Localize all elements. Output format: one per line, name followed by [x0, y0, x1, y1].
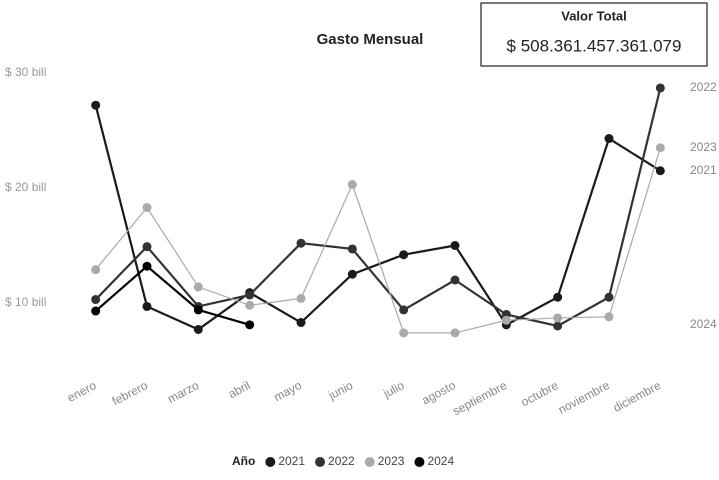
data-point	[604, 134, 614, 144]
data-point	[604, 312, 614, 322]
y-tick-label: $ 30 bill	[5, 65, 46, 79]
data-point	[296, 293, 306, 303]
series-end-label: 2023	[690, 140, 717, 154]
data-point	[347, 269, 357, 279]
data-point	[604, 292, 614, 302]
data-point	[553, 292, 563, 302]
data-point	[245, 290, 255, 300]
legend-title: Año	[232, 454, 255, 468]
data-point	[399, 305, 409, 315]
legend-marker	[364, 457, 375, 467]
data-point	[245, 320, 255, 330]
data-point	[91, 100, 101, 110]
x-tick-label: enero	[65, 378, 99, 405]
data-point	[553, 321, 563, 331]
x-tick-label: junio	[325, 378, 355, 403]
data-point	[193, 305, 203, 315]
data-point	[347, 244, 357, 254]
series-line	[94, 104, 661, 331]
kpi-card	[480, 2, 708, 67]
x-tick-label: mayo	[271, 378, 304, 404]
legend-marker	[315, 457, 326, 467]
data-point	[399, 250, 409, 260]
data-point	[142, 261, 152, 271]
x-tick-label: febrero	[110, 378, 150, 408]
data-point	[347, 180, 357, 190]
series-line	[94, 264, 250, 326]
data-point	[655, 166, 665, 176]
x-tick-label: abril	[226, 378, 253, 401]
data-point	[193, 324, 203, 334]
series-end-label: 2022	[690, 80, 717, 94]
data-point	[142, 301, 152, 311]
x-tick-label: julio	[380, 378, 407, 401]
data-point	[450, 328, 460, 338]
data-point	[91, 306, 101, 316]
data-point	[399, 328, 409, 338]
x-tick-label: octubre	[519, 378, 561, 409]
data-point	[91, 295, 101, 305]
data-point	[245, 300, 255, 310]
legend-label: 2022	[328, 454, 355, 468]
x-tick-label: septiembre	[450, 378, 509, 418]
x-tick-label: noviembre	[556, 378, 612, 417]
y-tick-label: $ 20 bill	[5, 180, 46, 194]
kpi-label: Valor Total	[561, 8, 627, 23]
data-point	[296, 318, 306, 328]
data-point	[655, 143, 665, 153]
series-line	[95, 147, 661, 334]
series-end-label: 2021	[690, 163, 717, 177]
y-tick-label: $ 10 bill	[5, 295, 46, 309]
legend-marker	[265, 457, 276, 467]
series-end-label: 2024	[690, 317, 717, 331]
legend-marker	[414, 457, 425, 467]
kpi-value: $ 508.361.457.361.079	[507, 36, 682, 55]
data-point	[142, 203, 152, 213]
legend-label: 2023	[378, 454, 405, 468]
data-point	[450, 275, 460, 285]
x-tick-label: agosto	[420, 378, 459, 407]
legend-label: 2024	[427, 454, 454, 468]
legend-label: 2021	[278, 454, 305, 468]
data-point	[655, 83, 665, 93]
chart-title: Gasto Mensual	[317, 31, 424, 48]
x-tick-label: diciembre	[611, 378, 664, 415]
data-point	[450, 241, 460, 250]
series-line	[94, 87, 662, 328]
data-point	[193, 282, 203, 292]
data-point	[142, 242, 152, 252]
data-point	[553, 313, 563, 323]
data-point	[501, 315, 511, 325]
data-point	[296, 238, 306, 248]
data-point	[91, 265, 101, 275]
x-tick-label: marzo	[165, 378, 201, 406]
